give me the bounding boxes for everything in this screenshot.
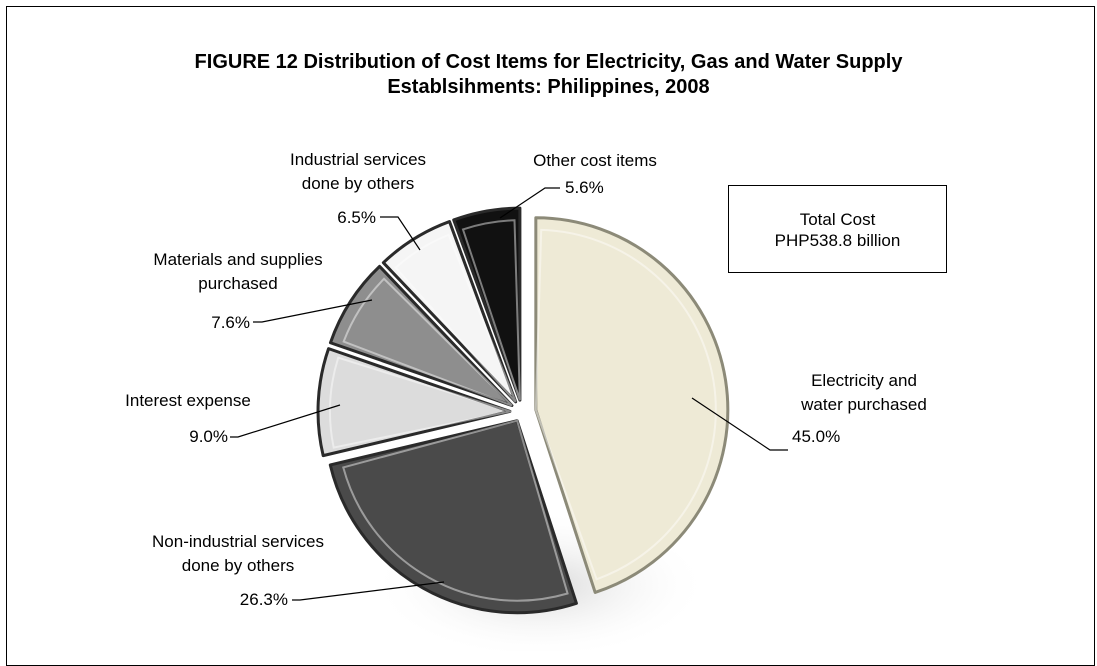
pie-slice-bevel-4: [394, 233, 517, 403]
leader-line-5: [499, 187, 560, 219]
pie-slice-0: [534, 216, 730, 594]
pie-slice-bevel-0: [534, 228, 717, 581]
slice-value-label-4: 6.5%: [337, 208, 376, 227]
pie-slice-2: [316, 347, 512, 458]
leader-line-1: [292, 581, 445, 601]
slice-label-2-line-0: Interest expense: [125, 391, 251, 410]
slice-label-1-line-1: done by others: [182, 556, 294, 575]
pie-slice-bevel-1: [342, 419, 569, 602]
slice-value-label-0: 45.0%: [792, 427, 840, 446]
slice-label-4-line-0: Industrial services: [290, 150, 426, 169]
slice-label-4-line-1: done by others: [302, 174, 414, 193]
leader-line-0: [691, 397, 788, 451]
slice-label-3-line-1: purchased: [198, 274, 277, 293]
pie-chart: Electricity and water purchased 45.0% Non-i…: [125, 150, 927, 651]
chart-title-line-2: Establsihments: Philippines, 2008: [387, 76, 710, 98]
leader-line-3: [253, 299, 373, 323]
total-cost-value: PHP538.8 billion: [774, 231, 901, 250]
total-cost-label: Total Cost: [799, 210, 876, 229]
slice-label-0-line-1: water purchased: [800, 395, 927, 414]
pie-slice-bevel-5: [461, 219, 521, 401]
slice-value-label-2: 9.0%: [189, 427, 228, 446]
chart-title: FIGURE 12 Distribution of Cost Items for…: [0, 50, 1097, 100]
pie-slice-5: [452, 206, 522, 402]
slice-value-label-3: 7.6%: [211, 313, 250, 332]
slice-value-label-1: 26.3%: [240, 590, 288, 609]
pie-slice-bevel-2: [329, 356, 515, 449]
slice-label-1-line-0: Non-industrial services: [152, 532, 324, 551]
slice-label-3-line-0: Materials and supplies: [153, 250, 322, 269]
slice-label-0-line-0: Electricity and: [811, 371, 917, 390]
slice-value-label-5: 5.6%: [565, 178, 604, 197]
pie-slice-3: [328, 264, 514, 408]
total-cost-annotation: Total Cost PHP538.8 billion: [728, 185, 947, 273]
pie-slice-bevel-3: [342, 277, 513, 407]
leader-line-4: [380, 216, 421, 251]
slice-label-5-line-0: Other cost items: [533, 151, 657, 170]
leader-line-2: [230, 404, 341, 438]
pie-slice-1: [328, 419, 578, 615]
chart-title-line-1: FIGURE 12 Distribution of Cost Items for…: [194, 51, 903, 73]
pie-slice-4: [381, 220, 518, 404]
